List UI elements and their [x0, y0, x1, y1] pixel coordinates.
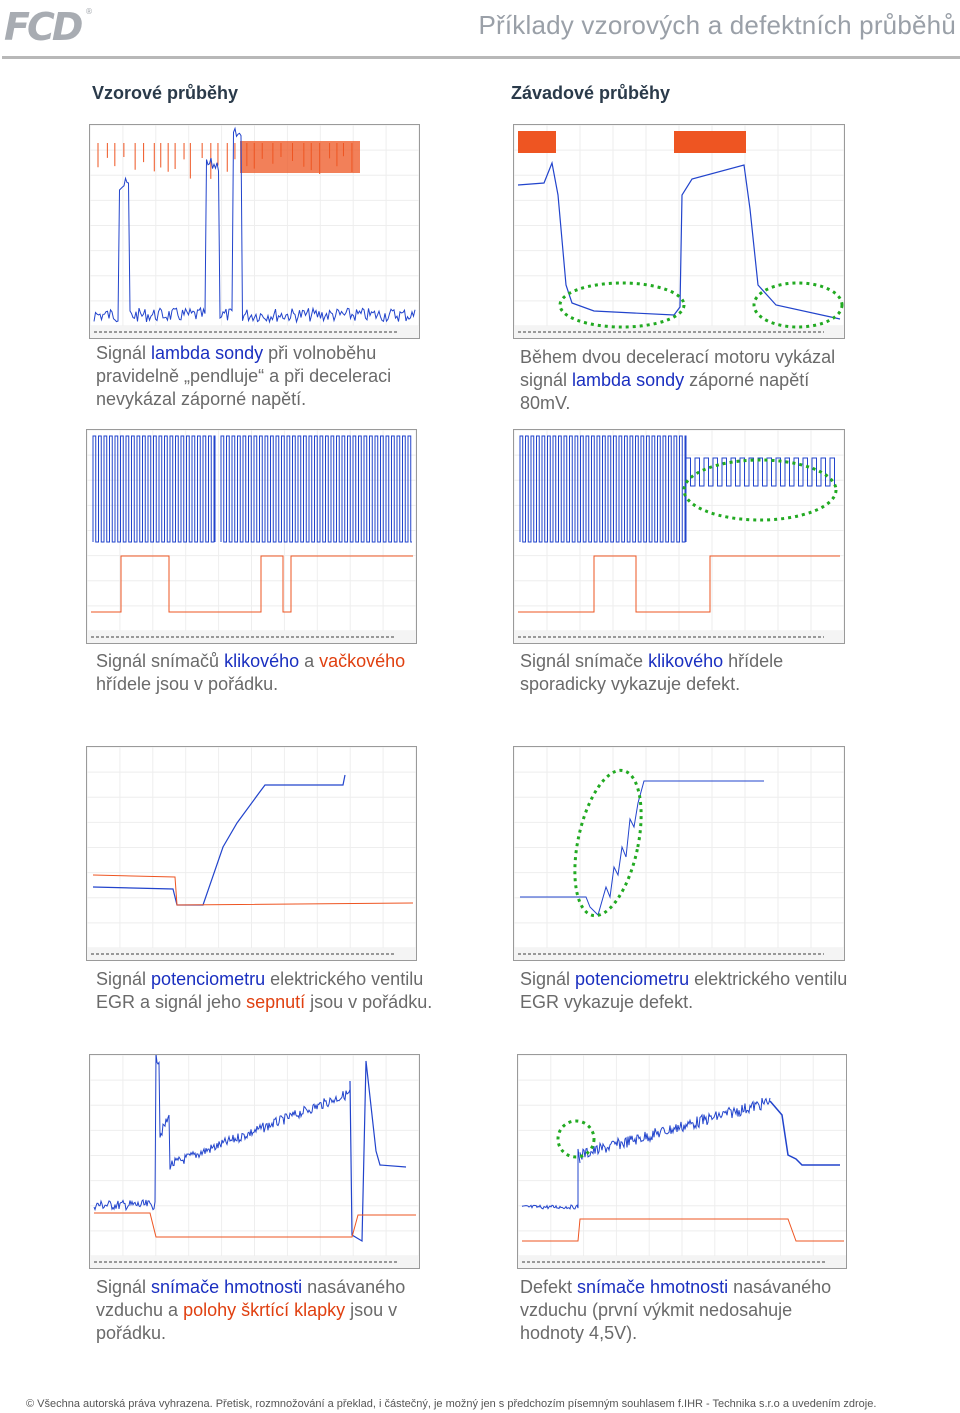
- highlight-ellipse: [752, 281, 844, 329]
- scope-grid: [514, 125, 844, 327]
- trace-maf: [579, 1097, 771, 1160]
- trace-injection-dense: [240, 141, 360, 173]
- caption-maf-faulty: Defekt snímače hmotnosti nasávaného vzdu…: [520, 1277, 832, 1343]
- trace-lambda: [517, 160, 841, 320]
- scope-grid: [87, 747, 416, 949]
- trace-cam: [91, 555, 413, 613]
- trace-egr-switch: [92, 874, 414, 906]
- trace-crank: [220, 435, 412, 543]
- scope-crank-faulty: [513, 429, 845, 644]
- caption-maf-ok: Signál snímače hmotnosti nasávaného vzdu…: [96, 1277, 406, 1343]
- trace-egr-potentiometer: [520, 780, 764, 916]
- trace-crank: [92, 435, 216, 543]
- caption-lambda-ok: Signál lambda sondy při volnoběhu pravid…: [96, 343, 392, 409]
- page-title: Příklady vzorových a defektních průběhů: [478, 10, 956, 40]
- scope-crank-cam-ok: [86, 429, 417, 644]
- trace-throttle: [522, 1218, 844, 1242]
- trace-crank-defect: [685, 457, 836, 487]
- scope-grid: [518, 1055, 846, 1257]
- caption-egr-ok: Signál potenciometru elektrického ventil…: [96, 969, 433, 1012]
- scope-maf-ok: [89, 1054, 420, 1269]
- scope-egr-faulty: [513, 746, 845, 961]
- scope-lambda-faulty: [513, 124, 845, 339]
- trace-maf: [769, 1100, 840, 1166]
- scope-grid: [514, 747, 844, 949]
- trace-maf: [521, 1148, 581, 1210]
- column-heading-faulty: Závadové průběhy: [511, 83, 671, 103]
- column-heading-reference: Vzorové průběhy: [92, 83, 239, 103]
- trace-cam: [518, 555, 840, 613]
- svg-text:FCD: FCD: [4, 5, 82, 46]
- trace-crank: [519, 435, 687, 543]
- title-divider: [2, 56, 960, 59]
- highlight-ellipse: [573, 768, 643, 918]
- caption-crank-cam-ok: Signál snímačů klikového a vačkového hří…: [96, 651, 406, 694]
- highlight-ellipse: [556, 1119, 596, 1159]
- highlight-ellipse: [682, 458, 838, 522]
- caption-lambda-faulty: Během dvou decelerací motoru vykázal sig…: [520, 347, 836, 413]
- trace-lambda: [93, 126, 416, 324]
- scope-maf-faulty: [517, 1054, 847, 1269]
- caption-egr-faulty: Signál potenciometru elektrického ventil…: [520, 969, 848, 1012]
- svg-text:®: ®: [85, 7, 93, 16]
- caption-crank-faulty: Signál snímače klikového hřídele sporadi…: [520, 651, 784, 694]
- trace-egr-potentiometer: [92, 774, 346, 906]
- scope-egr-ok: [86, 746, 417, 961]
- trace-maf: [93, 1055, 351, 1212]
- scope-grid: [90, 125, 419, 327]
- highlight-ellipse: [558, 281, 686, 329]
- trace-maf: [349, 1060, 407, 1243]
- fcd-logo: FCD ®: [4, 5, 93, 46]
- trace-injection-burst: [674, 131, 746, 153]
- trace-injection-burst: [518, 131, 556, 153]
- scope-lambda-ok: [89, 124, 420, 339]
- copyright-footer: © Všechna autorská práva vyhrazena. Přet…: [26, 1398, 877, 1410]
- scope-grid: [90, 1055, 419, 1257]
- trace-throttle: [94, 1212, 416, 1238]
